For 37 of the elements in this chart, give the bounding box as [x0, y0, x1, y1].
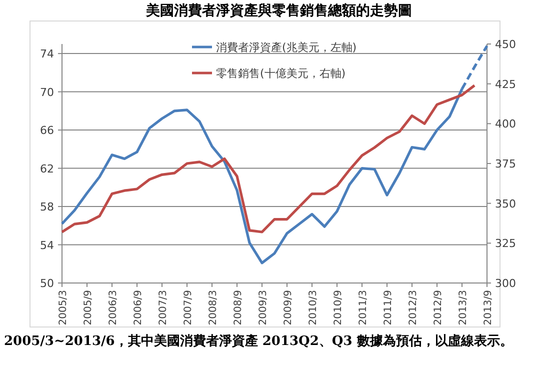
- x-tick-label: 2005/9: [83, 290, 94, 326]
- x-tick-label: 2008/9: [233, 290, 244, 326]
- x-tick-label: 2010/3: [308, 290, 319, 326]
- legend-label: 消費者淨資產(兆美元，左軸): [216, 41, 357, 54]
- text: 2005/3~2013/6，其中美國消費者淨資產 2013Q2、Q3 數據為預估，以虛線表示。: [4, 332, 514, 351]
- y2-tick-label: 425: [495, 78, 516, 91]
- y2-tick-label: 375: [495, 158, 516, 170]
- y2-tick-label: 350: [495, 197, 516, 210]
- y2-tick-label: 325: [495, 237, 516, 250]
- x-tick-label: 2006/3: [108, 290, 119, 326]
- y2-tick-label: 450: [495, 38, 516, 51]
- line-series: [60, 84, 476, 234]
- y-tick-label: 70: [40, 86, 54, 99]
- x-tick-label: 2013/9: [483, 290, 494, 326]
- x-tick-label: 2007/9: [183, 290, 194, 326]
- y2-tick-label: 400: [495, 118, 516, 131]
- legend-label: 零售銷售(十億美元，右軸): [216, 67, 346, 80]
- x-tick-label: 2007/3: [158, 290, 169, 326]
- y-tick-label: 58: [40, 200, 54, 214]
- x-tick-label: 2005/3: [58, 290, 69, 326]
- x-tick-label: 2008/3: [208, 290, 219, 326]
- x-tick-label: 2010/9: [333, 290, 344, 326]
- x-tick-label: 2009/3: [258, 290, 269, 326]
- x-tick-label: 2009/9: [283, 290, 294, 326]
- y-tick-label: 74: [40, 48, 54, 61]
- x-tick-label: 2011/3: [358, 290, 369, 326]
- y-tick-label: 66: [40, 124, 54, 138]
- x-tick-label: 2006/9: [133, 290, 144, 326]
- x-tick-label: 2012/9: [433, 290, 444, 326]
- x-tick-label: 2012/3: [408, 290, 419, 326]
- x-tick-label: 2013/3: [458, 290, 469, 326]
- x-tick-label: 2011/9: [383, 290, 394, 326]
- chart-title: 美國消費者淨資產與零售銷售總額的走勢圖: [145, 2, 412, 19]
- y-tick-label: 62: [40, 162, 54, 176]
- y-tick-label: 54: [40, 238, 54, 252]
- y2-tick-label: 300: [495, 277, 516, 290]
- y-tick-label: 50: [40, 277, 54, 290]
